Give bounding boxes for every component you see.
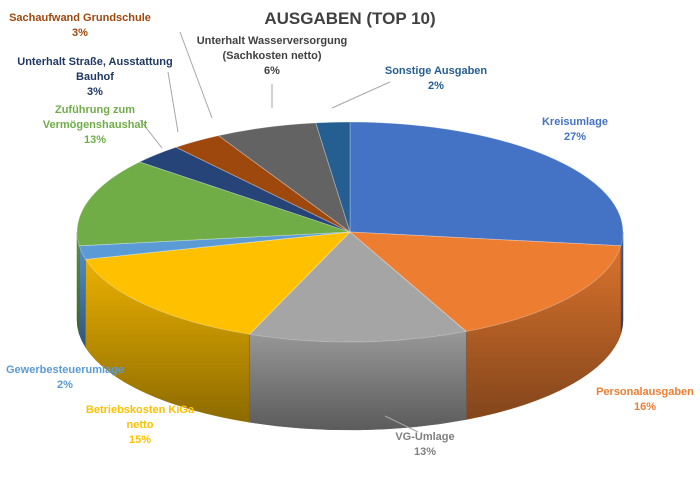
data-label-value: 27% [564, 131, 586, 143]
slice-7 [174, 135, 351, 233]
slice-4 [78, 231, 351, 260]
data-label-text: Kreisumlage [542, 116, 608, 128]
data-label-value: 2% [57, 379, 73, 391]
data-label-value: 6% [264, 65, 280, 77]
data-label-value: 16% [634, 401, 656, 413]
data-label-text: Sachaufwand Grundschule [9, 12, 151, 24]
data-label-text: Zuführung zum [55, 104, 135, 116]
slice-6 [138, 146, 351, 233]
slice-side-0 [620, 231, 624, 334]
data-label-text: Gewerbesteuerumlage [6, 364, 124, 376]
slice-9 [315, 121, 351, 233]
data-label-text: Betriebskosten KiGa [86, 404, 195, 416]
data-label-value: 3% [87, 86, 103, 98]
data-label-text: Sonstige Ausgaben [385, 65, 488, 77]
slice-1 [348, 231, 622, 332]
data-label-6: Unterhalt Straße, Ausstattung Bauhof 3% [17, 56, 172, 98]
pie-tops [76, 121, 624, 343]
slice-0 [349, 121, 624, 247]
leader-line-2 [384, 415, 419, 433]
data-label-text: VG-Umlage [395, 431, 454, 443]
data-label-1: Personalausgaben 16% [596, 386, 694, 413]
data-label-text: Bauhof [76, 71, 114, 83]
data-label-9: Sonstige Ausgaben 2% [385, 65, 488, 92]
slice-3 [84, 231, 352, 335]
data-label-3: Betriebskosten KiGa netto 15% [86, 404, 195, 446]
pie-sides [76, 231, 624, 431]
data-label-text: Vermögenshaushalt [43, 119, 148, 131]
leader-line-9 [331, 81, 391, 109]
data-label-text: netto [127, 419, 154, 431]
slice-side-2 [249, 331, 467, 431]
slice-2 [248, 231, 468, 343]
chart-title: AUSGABEN (TOP 10) [264, 9, 435, 28]
data-labels: Kreisumlage 27% Personalausgaben 16% VG-Umla… [6, 12, 694, 458]
data-label-value: 13% [84, 134, 106, 146]
data-label-2: VG-Umlage 13% [395, 431, 454, 458]
data-label-value: 13% [414, 446, 436, 458]
data-label-text: Personalausgaben [596, 386, 694, 398]
data-label-value: 2% [428, 80, 444, 92]
data-label-text: Unterhalt Wasserversorgung [197, 35, 348, 47]
data-label-text: Unterhalt Straße, Ausstattung [17, 56, 172, 68]
slice-side-5 [76, 231, 80, 334]
leader-lines [139, 31, 419, 433]
leader-line-7 [179, 31, 213, 119]
data-label-text: (Sachkosten netto) [222, 50, 321, 62]
data-label-value: 3% [72, 27, 88, 39]
slice-8 [217, 122, 351, 234]
slice-side-4 [78, 245, 86, 349]
data-label-5: Zuführung zum Vermögenshaushalt 13% [43, 104, 148, 146]
data-label-0: Kreisumlage 27% [542, 116, 608, 143]
data-label-8: Unterhalt Wasserversorgung (Sachkosten ne… [197, 35, 348, 77]
data-label-7: Sachaufwand Grundschule 3% [9, 12, 151, 39]
leader-line-6 [167, 71, 179, 133]
slice-5 [76, 161, 351, 247]
leader-line-5 [139, 119, 163, 149]
data-label-value: 15% [129, 434, 151, 446]
data-label-4: Gewerbesteuerumlage 2% [6, 364, 124, 391]
